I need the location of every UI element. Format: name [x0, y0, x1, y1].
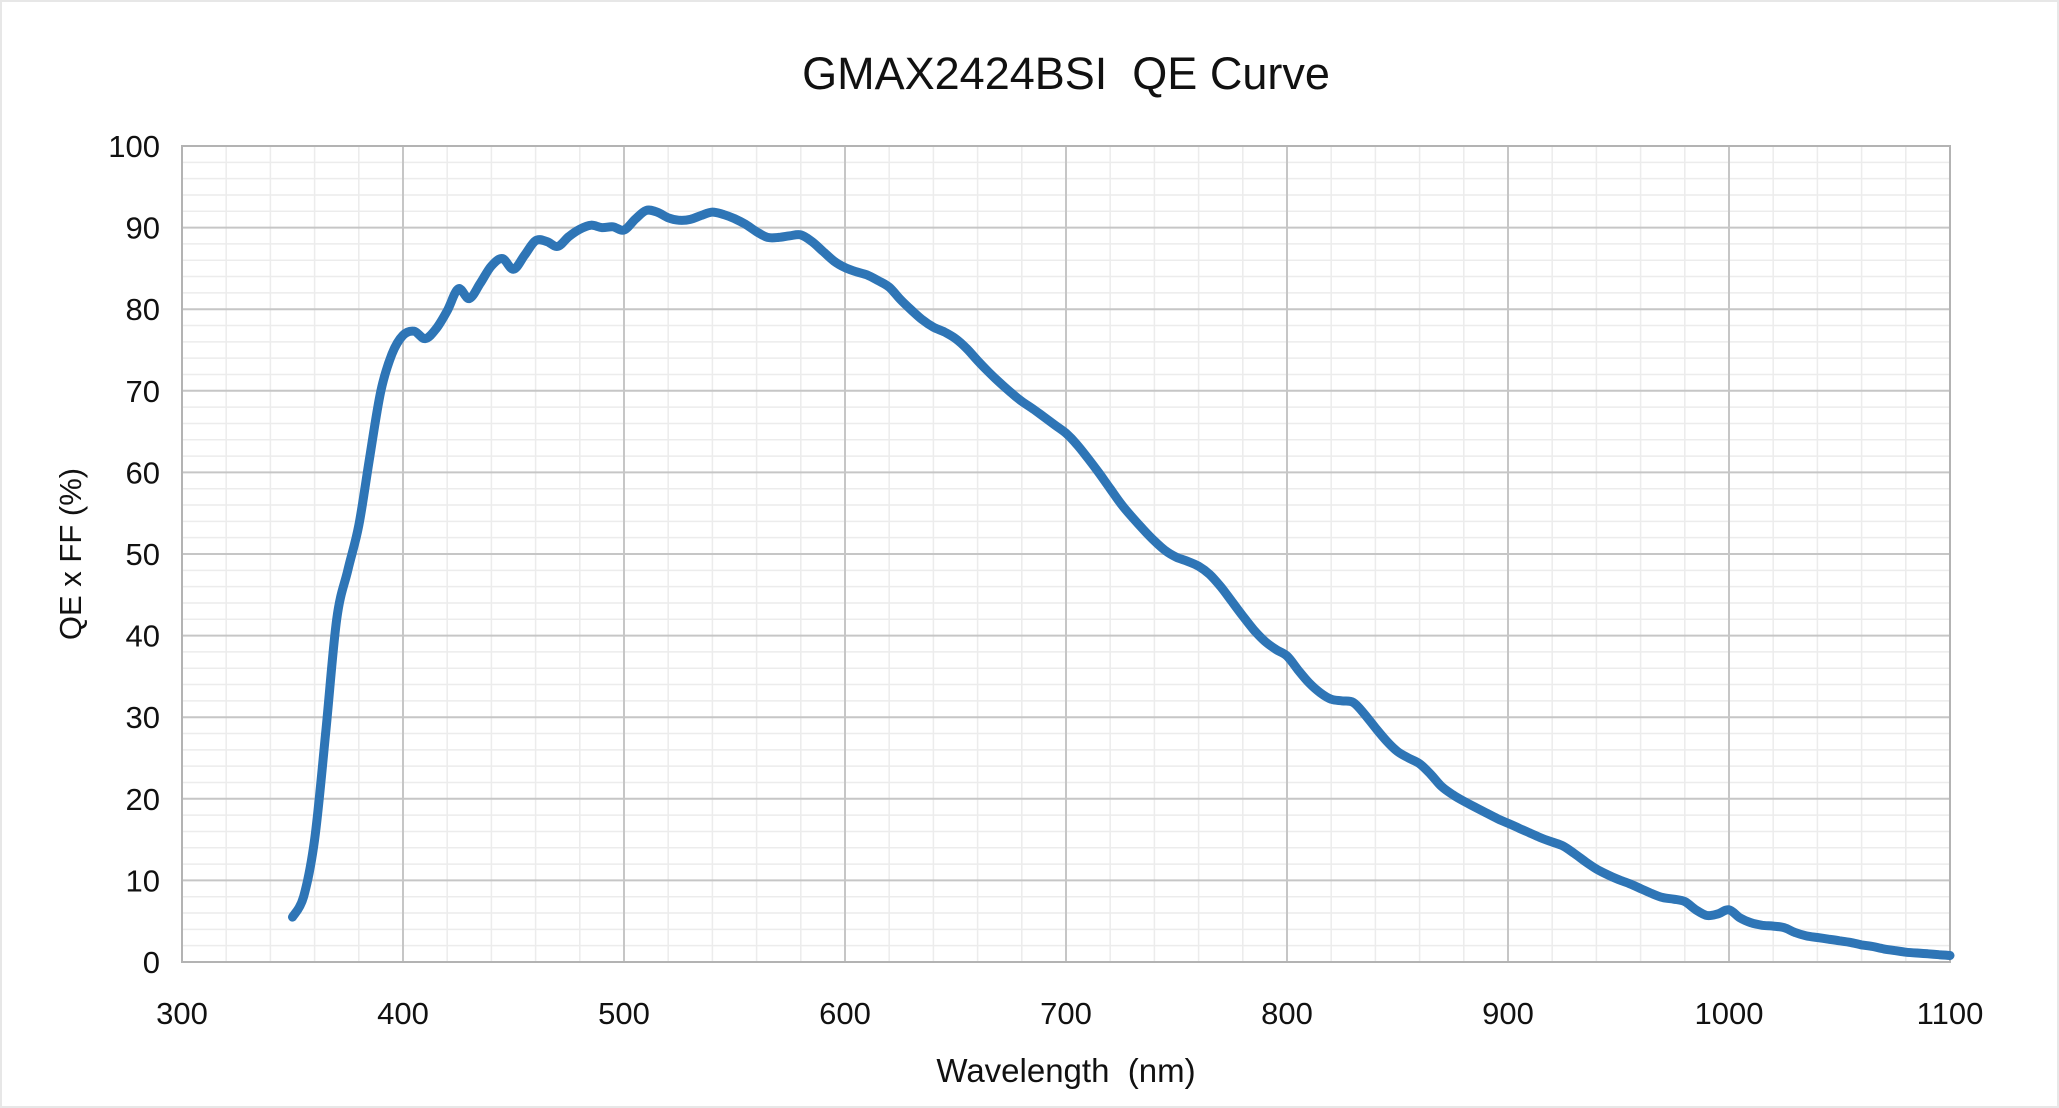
y-tick-label: 70	[126, 374, 160, 409]
y-tick-label: 90	[126, 211, 160, 246]
x-tick-label: 900	[1482, 996, 1534, 1031]
y-tick-label: 0	[143, 945, 160, 980]
x-tick-label: 500	[598, 996, 650, 1031]
qe-curve-line	[288, 205, 1955, 960]
y-tick-label: 10	[126, 863, 160, 898]
plot-border	[181, 145, 1951, 963]
y-tick-label: 50	[126, 537, 160, 572]
y-tick-label: 20	[126, 782, 160, 817]
x-tick-label: 300	[156, 996, 208, 1031]
x-tick-label: 700	[1040, 996, 1092, 1031]
y-tick-label: 100	[108, 129, 160, 164]
x-tick-label: 1000	[1695, 996, 1764, 1031]
y-tick-label: 60	[126, 455, 160, 490]
x-axis-title: Wavelength (nm)	[936, 1052, 1196, 1089]
y-tick-label: 80	[126, 292, 160, 327]
x-tick-label: 600	[819, 996, 871, 1031]
y-tick-label: 40	[126, 619, 160, 654]
x-tick-label: 400	[377, 996, 429, 1031]
y-axis-title: QE x FF (%)	[53, 467, 88, 641]
chart-title: GMAX2424BSI QE Curve	[802, 48, 1330, 99]
x-tick-label: 1100	[1917, 996, 1984, 1031]
x-tick-label: 800	[1261, 996, 1313, 1031]
y-tick-label: 30	[126, 700, 160, 735]
